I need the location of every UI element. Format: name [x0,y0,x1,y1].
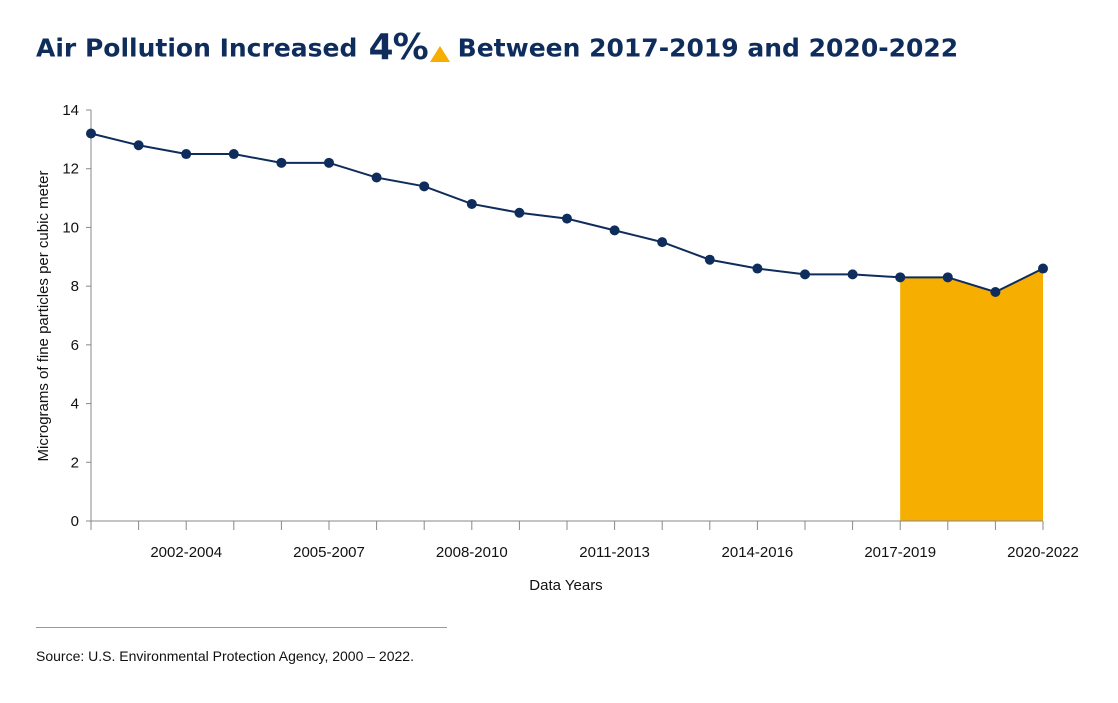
data-point [133,140,144,151]
y-tick-label: 6 [71,337,79,354]
data-point [276,157,287,168]
y-tick-label: 0 [71,513,79,530]
y-tick-label: 8 [71,278,79,295]
data-point [657,237,668,248]
data-point [847,269,858,280]
up-triangle-icon [429,46,450,62]
data-point [704,254,715,265]
axes-layer [86,109,1044,530]
x-tick-label: 2014-2016 [722,544,794,561]
data-point [86,128,96,139]
x-tick-label: 2005-2007 [293,544,365,561]
source-note: Source: U.S. Environmental Protection Ag… [36,648,414,664]
x-axis-label: Data Years [529,577,602,594]
title-percent-highlight: 4% [368,27,429,68]
series-layer [86,128,1048,298]
data-point [800,269,810,280]
labels-layer: 0 2 4 6 8 10 12 14 2002-2004 2005-2007 2008-2010 20… [62,102,1079,561]
data-point [609,225,620,236]
x-tick-label: 2017-2019 [864,544,936,561]
title-part-2: Between 2017-2019 and 2020-2022 [457,33,959,63]
x-tick-label: 2002-2004 [150,544,222,561]
data-point [228,149,239,160]
data-point [752,263,763,274]
x-tick-label: 2008-2010 [436,544,508,561]
chart-title: Air Pollution Increased 4% Between 2017-2… [36,30,958,66]
data-point [895,272,906,283]
x-tick-label: 2020-2022 [1007,544,1079,561]
x-tick-label: 2011-2013 [579,544,650,561]
y-axis-label: Micrograms of fine particles per cubic m… [35,171,52,462]
y-tick-label: 2 [71,454,79,471]
source-divider [36,627,447,628]
data-point [514,207,525,218]
data-point [181,149,192,160]
data-point [942,272,953,283]
data-point [419,181,430,192]
data-point [371,172,382,183]
y-tick-label: 4 [71,396,79,413]
data-point [1038,263,1048,274]
title-part-1: Air Pollution Increased [36,33,358,63]
data-point [562,213,572,224]
highlight-fill-layer [900,268,1043,521]
y-tick-label: 10 [62,219,79,236]
data-point [324,157,334,168]
y-tick-label: 14 [62,102,79,119]
data-point [466,198,477,209]
data-point [990,287,1001,298]
highlight-area [900,268,1043,521]
y-tick-label: 12 [62,161,79,178]
